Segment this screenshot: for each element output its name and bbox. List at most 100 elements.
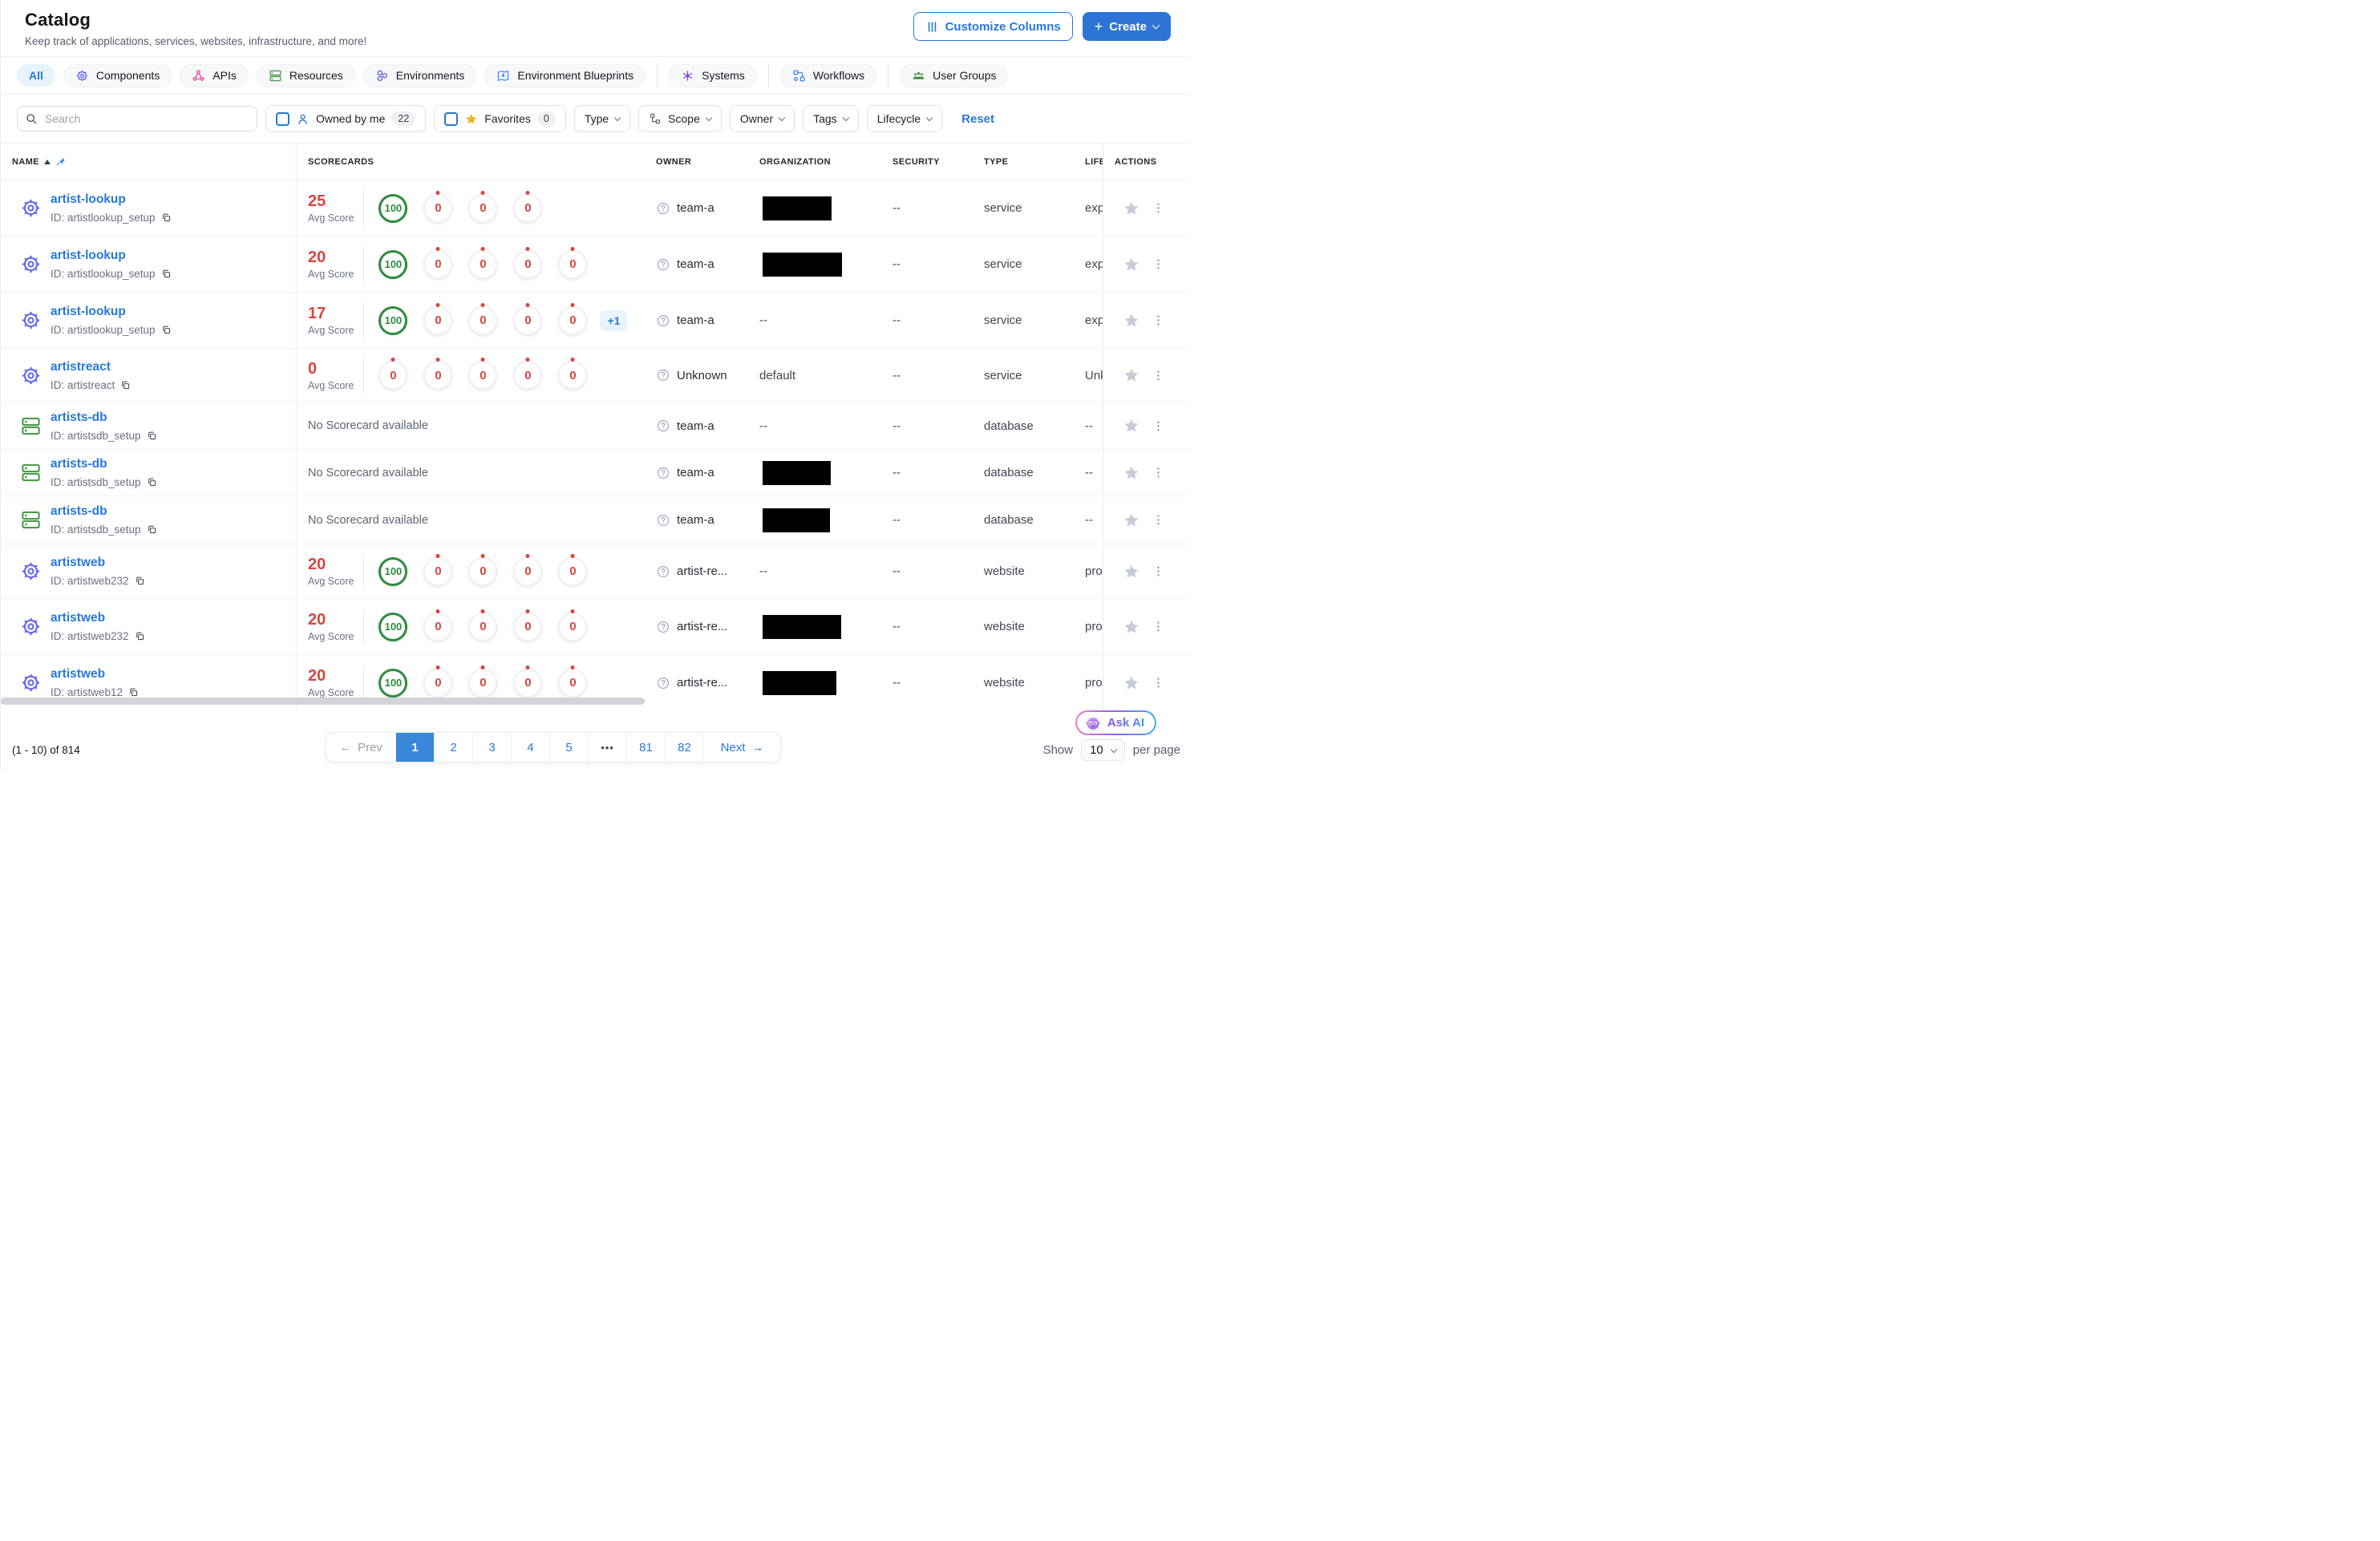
row-menu-icon[interactable]: [1152, 419, 1165, 433]
favorite-toggle-star-icon[interactable]: [1123, 563, 1140, 580]
scorecard-gauge[interactable]: 0: [423, 361, 453, 390]
scorecard-gauge[interactable]: 0: [468, 193, 498, 223]
owner-filter-dropdown[interactable]: Owner: [729, 105, 795, 132]
scorecard-gauge[interactable]: 0: [468, 612, 498, 641]
copy-icon[interactable]: [135, 576, 145, 586]
favorite-toggle-star-icon[interactable]: [1123, 366, 1140, 384]
pagination-next-button[interactable]: Next →: [703, 733, 780, 762]
scorecard-gauge[interactable]: 0: [513, 193, 543, 223]
row-menu-icon[interactable]: [1152, 369, 1165, 382]
favorite-toggle-star-icon[interactable]: [1123, 512, 1140, 529]
column-header-scorecards[interactable]: SCORECARDS: [297, 144, 645, 180]
favorite-toggle-star-icon[interactable]: [1123, 618, 1140, 636]
tab-systems[interactable]: Systems: [669, 63, 757, 87]
pagination-page-4[interactable]: 4: [511, 733, 549, 762]
scorecard-gauge[interactable]: 0: [468, 556, 498, 586]
entity-name-link[interactable]: artistreact: [51, 359, 111, 374]
favorite-toggle-star-icon[interactable]: [1123, 256, 1140, 273]
owned-by-me-filter[interactable]: Owned by me 22: [265, 105, 427, 132]
scorecard-gauge[interactable]: 0: [378, 361, 408, 390]
scorecard-gauge[interactable]: 0: [558, 249, 588, 279]
scorecard-gauge[interactable]: 0: [558, 556, 588, 586]
entity-name-link[interactable]: artists-db: [51, 410, 107, 424]
tags-filter-dropdown[interactable]: Tags: [803, 105, 859, 132]
pagination-page-81[interactable]: 81: [626, 733, 665, 762]
scorecard-gauge[interactable]: 0: [423, 249, 453, 279]
copy-icon[interactable]: [161, 269, 172, 279]
row-menu-icon[interactable]: [1152, 466, 1165, 479]
scorecard-overflow-badge[interactable]: +1: [600, 309, 628, 331]
tab-resources[interactable]: Resources: [256, 63, 355, 87]
scorecard-gauge[interactable]: 0: [468, 668, 498, 698]
scorecard-gauge[interactable]: 100: [378, 249, 408, 279]
copy-icon[interactable]: [135, 631, 145, 641]
lifecycle-filter-dropdown[interactable]: Lifecycle: [866, 105, 943, 132]
scorecard-gauge[interactable]: 0: [423, 668, 453, 698]
pagination-page-82[interactable]: 82: [665, 733, 703, 762]
scorecard-gauge[interactable]: 0: [513, 249, 543, 279]
tab-apis[interactable]: APIs: [180, 63, 249, 87]
search-input[interactable]: [17, 106, 257, 131]
entity-name-link[interactable]: artistweb: [51, 556, 106, 569]
pin-icon[interactable]: [55, 156, 66, 167]
column-header-owner[interactable]: OWNER: [645, 144, 748, 180]
scorecard-gauge[interactable]: 0: [468, 361, 498, 390]
copy-icon[interactable]: [161, 325, 172, 335]
scorecard-gauge[interactable]: 0: [423, 305, 453, 335]
scorecard-gauge[interactable]: 0: [513, 668, 543, 698]
type-filter-dropdown[interactable]: Type: [573, 105, 631, 132]
row-menu-icon[interactable]: [1152, 313, 1165, 327]
tab-components[interactable]: Components: [63, 63, 172, 87]
scorecard-gauge[interactable]: 0: [423, 612, 453, 641]
scorecard-gauge[interactable]: 100: [378, 193, 408, 223]
row-menu-icon[interactable]: [1152, 676, 1165, 690]
tab-all[interactable]: All: [17, 64, 55, 87]
row-menu-icon[interactable]: [1152, 564, 1165, 578]
copy-icon[interactable]: [128, 687, 139, 698]
pagination-page-1[interactable]: 1: [395, 733, 434, 762]
favorite-toggle-star-icon[interactable]: [1123, 674, 1140, 692]
copy-icon[interactable]: [161, 212, 172, 223]
scorecard-gauge[interactable]: 0: [558, 305, 588, 335]
scorecard-gauge[interactable]: 0: [423, 193, 453, 223]
owned-by-me-checkbox[interactable]: [276, 111, 289, 126]
pagination-ellipsis[interactable]: •••: [588, 733, 626, 762]
scorecard-gauge[interactable]: 0: [513, 361, 543, 390]
entity-name-link[interactable]: artists-db: [51, 457, 107, 471]
tab-environment-blueprints[interactable]: Environment Blueprints: [484, 63, 646, 87]
create-button[interactable]: + Create: [1082, 12, 1171, 41]
favorite-toggle-star-icon[interactable]: [1123, 200, 1140, 217]
favorites-checkbox[interactable]: [444, 111, 459, 126]
customize-columns-button[interactable]: Customize Columns: [913, 12, 1073, 41]
scorecard-gauge[interactable]: 0: [558, 361, 588, 390]
entity-name-link[interactable]: artist-lookup: [51, 192, 126, 206]
tab-workflows[interactable]: Workflows: [779, 63, 877, 87]
sort-ascending-icon[interactable]: [44, 159, 51, 164]
tab-environments[interactable]: Environments: [362, 63, 477, 87]
entity-name-link[interactable]: artist-lookup: [51, 305, 126, 318]
page-size-select[interactable]: 10: [1081, 739, 1125, 761]
column-header-lifec[interactable]: LIFEC: [1074, 144, 1103, 180]
favorite-toggle-star-icon[interactable]: [1123, 417, 1140, 435]
entity-name-link[interactable]: artistweb: [51, 667, 106, 681]
row-menu-icon[interactable]: [1152, 257, 1165, 271]
entity-name-link[interactable]: artist-lookup: [51, 249, 126, 262]
scorecard-gauge[interactable]: 0: [423, 556, 453, 586]
column-header-security[interactable]: SECURITY: [881, 144, 973, 180]
pagination-page-5[interactable]: 5: [549, 733, 588, 762]
column-header-organization[interactable]: ORGANIZATION: [748, 144, 881, 180]
scorecard-gauge[interactable]: 0: [513, 556, 543, 586]
scorecard-gauge[interactable]: 0: [558, 612, 588, 641]
copy-icon[interactable]: [147, 431, 157, 441]
pagination-page-2[interactable]: 2: [434, 733, 472, 762]
scorecard-gauge[interactable]: 100: [378, 668, 408, 698]
entity-name-link[interactable]: artistweb: [51, 611, 106, 625]
scorecard-gauge[interactable]: 100: [378, 556, 408, 586]
row-menu-icon[interactable]: [1152, 620, 1165, 633]
horizontal-scrollbar[interactable]: [1, 698, 645, 705]
favorites-filter[interactable]: Favorites 0: [434, 105, 566, 132]
scorecard-gauge[interactable]: 100: [378, 612, 408, 641]
scorecard-gauge[interactable]: 0: [513, 612, 543, 641]
favorite-toggle-star-icon[interactable]: [1123, 464, 1140, 482]
scorecard-gauge[interactable]: 0: [513, 305, 543, 335]
